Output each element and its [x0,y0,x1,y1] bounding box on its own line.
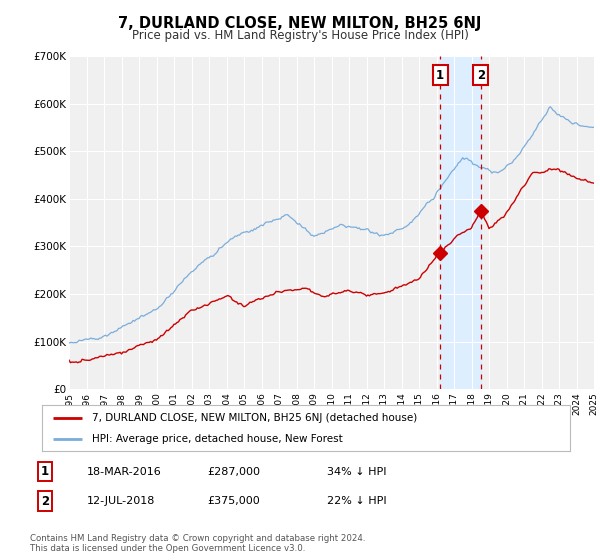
Text: Contains HM Land Registry data © Crown copyright and database right 2024.: Contains HM Land Registry data © Crown c… [30,534,365,543]
Text: Price paid vs. HM Land Registry's House Price Index (HPI): Price paid vs. HM Land Registry's House … [131,29,469,42]
Text: 1: 1 [41,465,49,478]
Text: 12-JUL-2018: 12-JUL-2018 [87,496,155,506]
Text: 2: 2 [477,68,485,82]
Text: £287,000: £287,000 [207,466,260,477]
Text: 34% ↓ HPI: 34% ↓ HPI [327,466,386,477]
Text: 22% ↓ HPI: 22% ↓ HPI [327,496,386,506]
Text: 1: 1 [436,68,444,82]
Text: 7, DURLAND CLOSE, NEW MILTON, BH25 6NJ: 7, DURLAND CLOSE, NEW MILTON, BH25 6NJ [118,16,482,31]
Text: 7, DURLAND CLOSE, NEW MILTON, BH25 6NJ (detached house): 7, DURLAND CLOSE, NEW MILTON, BH25 6NJ (… [92,413,418,423]
Text: £375,000: £375,000 [207,496,260,506]
Text: 2: 2 [41,494,49,508]
Text: This data is licensed under the Open Government Licence v3.0.: This data is licensed under the Open Gov… [30,544,305,553]
Text: HPI: Average price, detached house, New Forest: HPI: Average price, detached house, New … [92,435,343,444]
Text: 18-MAR-2016: 18-MAR-2016 [87,466,162,477]
Bar [440,56,481,389]
